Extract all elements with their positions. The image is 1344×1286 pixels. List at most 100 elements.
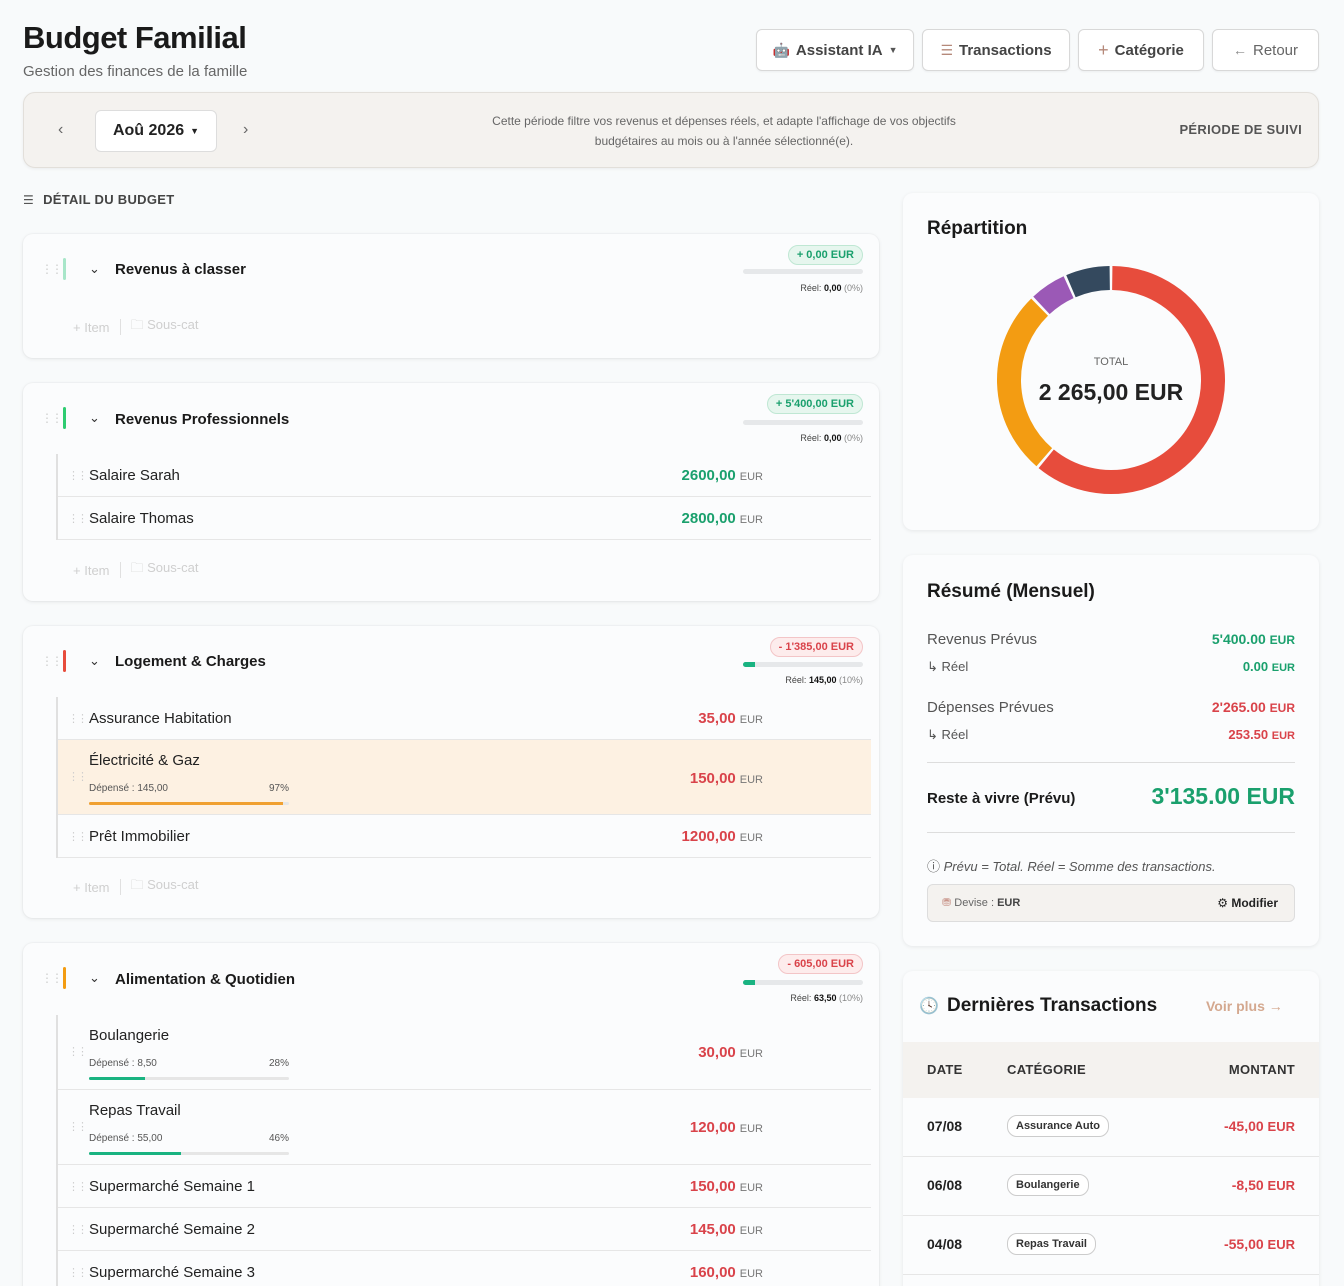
category-progress — [743, 662, 863, 667]
tx-amount: -55,00 EUR — [1223, 1236, 1295, 1252]
add-category-button[interactable]: + Catégorie — [1078, 29, 1204, 71]
list-icon: ☰ — [23, 192, 35, 207]
currency-label: ⛃ Devise : EUR — [942, 897, 1021, 909]
drag-handle-icon[interactable]: ⋮⋮ — [68, 1121, 88, 1133]
drag-handle-icon[interactable]: ⋮⋮ — [68, 713, 88, 725]
add-subcat-button[interactable]: 🗀 Sous-cat — [130, 317, 199, 332]
chevron-down-icon[interactable]: ⌄ — [89, 970, 100, 985]
item-amount: 2800,00 EUR — [681, 510, 763, 527]
drag-handle-icon[interactable]: ⋮⋮ — [68, 1267, 88, 1279]
period-note-line1: Cette période filtre vos revenus et dépe… — [492, 114, 956, 128]
category-progress — [743, 269, 863, 274]
period-note: Cette période filtre vos revenus et dépe… — [464, 111, 984, 151]
drag-handle-icon[interactable]: ⋮⋮ — [41, 262, 63, 276]
category-label: Catégorie — [1114, 41, 1184, 59]
donut-total-value: 2 265,00 EUR — [1039, 379, 1184, 405]
drag-handle-icon[interactable]: ⋮⋮ — [41, 654, 63, 668]
budget-item[interactable]: ⋮⋮ Prêt Immobilier 1200,00 EUR — [58, 815, 871, 858]
drag-handle-icon[interactable]: ⋮⋮ — [68, 1224, 88, 1236]
category-real: Réel: 63,50 (10%) — [790, 993, 863, 1003]
budget-item[interactable]: ⋮⋮ Supermarché Semaine 2 145,00 EUR — [58, 1208, 871, 1251]
category-card: ⋮⋮ ⌄ Logement & Charges - 1'385,00 EUR R… — [23, 626, 879, 918]
transaction-row[interactable]: 06/08 Boulangerie -8,50 EUR — [903, 1157, 1319, 1216]
drag-handle-icon[interactable]: ⋮⋮ — [41, 411, 63, 425]
col-date: DATE — [927, 1062, 963, 1077]
drag-handle-icon[interactable]: ⋮⋮ — [68, 1181, 88, 1193]
see-more-link[interactable]: Voir plus → — [1206, 998, 1283, 1014]
add-item-button[interactable]: + Item — [73, 319, 110, 335]
drag-handle-icon[interactable]: ⋮⋮ — [68, 771, 88, 783]
item-list: ⋮⋮ Salaire Sarah 2600,00 EUR ⋮⋮ Salaire T… — [56, 454, 871, 540]
assistant-button[interactable]: 🤖 Assistant IA ▼ — [756, 29, 914, 71]
category-title: Logement & Charges — [115, 653, 266, 670]
budget-item[interactable]: ⋮⋮ Supermarché Semaine 1 150,00 EUR — [58, 1165, 871, 1208]
item-name: Boulangerie — [89, 1027, 170, 1044]
budget-item[interactable]: ⋮⋮ Électricité & Gaz Dépensé : 145,00 97%… — [58, 740, 871, 815]
category-actions: + Item 🗀 Sous-cat — [73, 876, 198, 898]
divider — [927, 762, 1295, 763]
page-subtitle: Gestion des finances de la famille — [23, 63, 248, 80]
category-card: ⋮⋮ ⌄ Revenus à classer + 0,00 EUR Réel: … — [23, 234, 879, 358]
category-real: Réel: 0,00 (0%) — [800, 433, 863, 443]
list-icon: ☰ — [940, 41, 953, 58]
item-progress — [89, 802, 289, 805]
transactions-title: Dernières Transactions — [947, 995, 1158, 1016]
category-badge: - 1'385,00 EUR — [769, 637, 863, 657]
col-amount: MONTANT — [1228, 1062, 1295, 1077]
item-list: ⋮⋮ Boulangerie Dépensé : 8,50 28% 30,00 EU… — [56, 1015, 871, 1286]
category-real: Réel: 145,00 (10%) — [785, 675, 863, 685]
chevron-down-icon[interactable]: ⌄ — [89, 653, 100, 668]
month-label: Aoû 2026 — [112, 122, 185, 139]
plus-icon: + — [1098, 39, 1109, 60]
tx-amount: -45,00 EUR — [1223, 1118, 1295, 1134]
revenue-value: 5'400.00 EUR — [1211, 631, 1295, 647]
budget-item[interactable]: ⋮⋮ Boulangerie Dépensé : 8,50 28% 30,00 EU… — [58, 1015, 871, 1090]
next-month-icon[interactable]: › — [243, 121, 249, 138]
budget-item[interactable]: ⋮⋮ Salaire Thomas 2800,00 EUR — [58, 497, 871, 540]
drag-handle-icon[interactable]: ⋮⋮ — [68, 513, 88, 525]
category-badge: - 605,00 EUR — [778, 954, 863, 974]
repartition-title: Répartition — [927, 218, 1028, 239]
drag-handle-icon[interactable]: ⋮⋮ — [68, 831, 88, 843]
item-amount: 35,00 EUR — [698, 710, 763, 727]
currency-box: ⛃ Devise : EUR ⚙ Modifier — [927, 884, 1295, 922]
budget-item[interactable]: ⋮⋮ Assurance Habitation 35,00 EUR — [58, 697, 871, 740]
budget-item[interactable]: ⋮⋮ Salaire Sarah 2600,00 EUR — [58, 454, 871, 497]
month-selector[interactable]: Aoû 2026 ▼ — [95, 110, 217, 152]
item-name: Supermarché Semaine 2 — [89, 1221, 255, 1238]
chevron-down-icon[interactable]: ⌄ — [89, 261, 100, 276]
item-name: Salaire Sarah — [89, 467, 180, 484]
item-amount: 120,00 EUR — [689, 1119, 763, 1136]
category-badge: + 0,00 EUR — [787, 245, 863, 265]
info-icon: ⓘ — [927, 859, 941, 874]
modify-currency-button[interactable]: ⚙ Modifier — [1217, 896, 1278, 910]
drag-handle-icon[interactable]: ⋮⋮ — [41, 971, 63, 985]
category-color-bar — [63, 407, 66, 429]
add-item-button[interactable]: + Item — [73, 879, 110, 895]
transaction-row[interactable]: 07/08 Assurance Auto -45,00 EUR — [903, 1098, 1319, 1157]
item-spent: Dépensé : 8,50 28% — [89, 1058, 289, 1069]
chevron-down-icon[interactable]: ⌄ — [89, 410, 100, 425]
add-item-button[interactable]: + Item — [73, 562, 110, 578]
period-bar: ‹ Aoû 2026 ▼ › Cette période filtre vos … — [23, 92, 1319, 168]
tx-date: 07/08 — [927, 1118, 963, 1134]
summary-note: ⓘ Prévu = Total. Réel = Somme des transa… — [927, 859, 1216, 874]
tx-amount: -8,50 EUR — [1231, 1177, 1295, 1193]
donut-slice — [997, 298, 1053, 467]
drag-handle-icon[interactable]: ⋮⋮ — [68, 470, 88, 482]
transactions-button[interactable]: ☰ Transactions — [922, 29, 1070, 71]
add-subcat-button[interactable]: 🗀 Sous-cat — [130, 877, 199, 892]
budget-item[interactable]: ⋮⋮ Repas Travail Dépensé : 55,00 46% 120,… — [58, 1090, 871, 1165]
back-button[interactable]: ← Retour — [1212, 29, 1319, 71]
transaction-row[interactable]: 04/08 Repas Travail -55,00 EUR — [903, 1216, 1319, 1275]
tx-category: Assurance Auto — [1007, 1115, 1109, 1137]
prev-month-icon[interactable]: ‹ — [58, 121, 64, 138]
item-amount: 30,00 EUR — [698, 1044, 763, 1061]
add-subcat-button[interactable]: 🗀 Sous-cat — [130, 560, 199, 575]
item-name: Salaire Thomas — [89, 510, 194, 527]
drag-handle-icon[interactable]: ⋮⋮ — [68, 1046, 88, 1058]
item-amount: 160,00 EUR — [689, 1264, 763, 1281]
revenue-real-label: ↳ Réel — [927, 659, 969, 674]
donut-total-label: TOTAL — [1094, 356, 1128, 368]
budget-item[interactable]: ⋮⋮ Supermarché Semaine 3 160,00 EUR — [58, 1251, 871, 1286]
